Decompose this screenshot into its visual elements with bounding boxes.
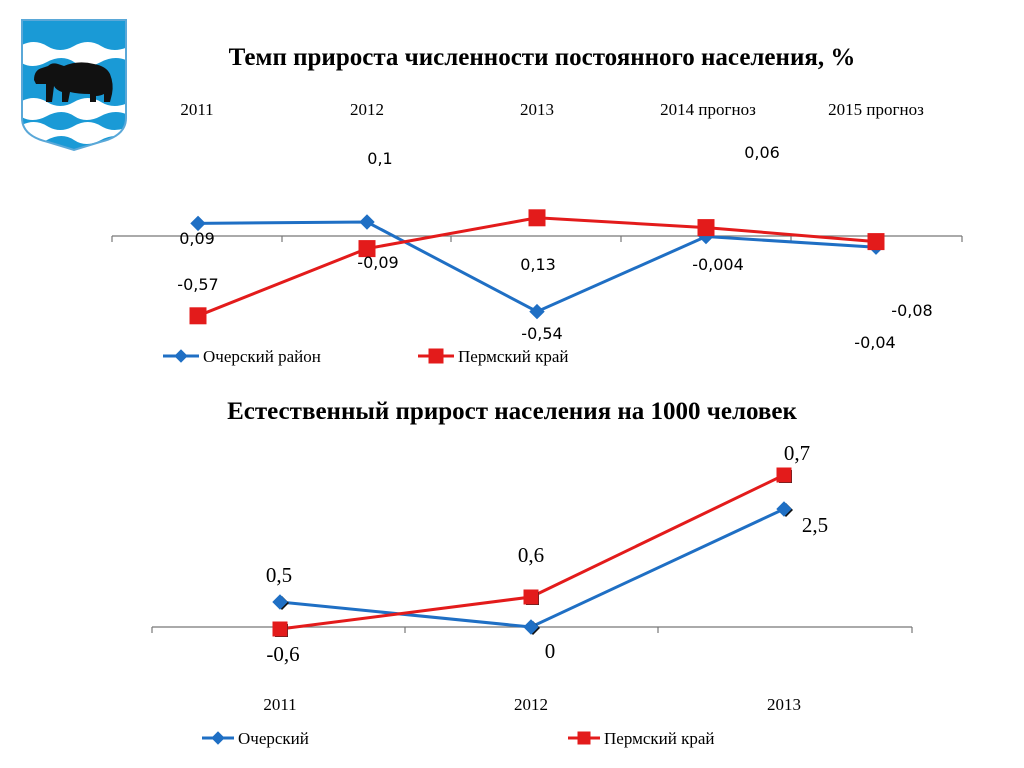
chart1-data-label: 0,06 [744, 143, 780, 162]
chart1-data-point [189, 307, 207, 325]
chart2-title: Естественный прирост населения на 1000 ч… [227, 398, 797, 425]
chart2-data-label: 0 [545, 639, 556, 663]
chart2-legend-marker [211, 731, 225, 745]
chart2-data-point [272, 594, 288, 610]
chart2-category-label: 2011 [263, 695, 296, 714]
chart1-data-label: -0,54 [521, 324, 562, 343]
chart2-data-label: 0,7 [784, 441, 810, 465]
chart1-data-label: -0,08 [891, 301, 932, 320]
chart1-data-label: 0,1 [367, 149, 392, 168]
chart1-data-point [358, 240, 376, 258]
chart1-category-label: 2015 прогноз [828, 100, 924, 119]
chart2-data-point [272, 621, 288, 637]
chart2-series-line [279, 507, 785, 629]
chart2-data-point [523, 589, 539, 605]
chart1-data-point [867, 233, 885, 251]
chart1-data-point [529, 303, 545, 320]
coat-of-arms-emblem [21, 19, 127, 152]
chart2-legend-label: Пермский край [604, 729, 714, 748]
chart1-data-label: -0,57 [177, 275, 218, 294]
chart1-data-label: 0,13 [520, 255, 556, 274]
chart2-data-point [523, 619, 539, 635]
chart1-data-point [697, 219, 715, 237]
chart2-data-label: -0,6 [266, 642, 299, 666]
chart1-category-label: 2013 [520, 100, 554, 119]
chart1-category-label: 2011 [180, 100, 213, 119]
chart2-data-label: 0,5 [266, 563, 292, 587]
chart1-legend-marker [428, 348, 444, 364]
chart1-data-label: -0,004 [692, 255, 744, 274]
chart2-category-label: 2012 [514, 695, 548, 714]
chart1-data-label: 0,09 [179, 229, 215, 248]
chart2-data-point [776, 467, 792, 483]
chart2-category-label: 2013 [767, 695, 801, 714]
chart1-title: Темп прироста численности постоянного на… [228, 44, 856, 71]
chart1-data-label: -0,04 [854, 333, 895, 352]
chart1-legend-label: Очерский район [203, 347, 321, 366]
chart1-legend-marker [174, 349, 188, 363]
chart1-category-label: 2014 прогноз [660, 100, 756, 119]
chart2-legend-label: Очерский [238, 729, 309, 748]
chart1-data-point [190, 215, 206, 232]
chart2-data-label: 2,5 [802, 513, 828, 537]
chart2-data-point [776, 501, 792, 517]
chart1-data-point [528, 209, 546, 227]
bear-icon [34, 62, 113, 102]
chart1-data-point [359, 214, 375, 230]
chart1-plot: 2011 2012 2013 2014 прогноз 2015 прогноз 0,09… [111, 100, 963, 366]
chart1-data-label: -0,09 [357, 253, 398, 272]
chart1-legend-label: Пермский край [458, 347, 568, 366]
chart1-category-label: 2012 [350, 100, 384, 119]
chart2-data-label: 0,6 [518, 543, 544, 567]
chart2-legend-marker [577, 731, 591, 745]
